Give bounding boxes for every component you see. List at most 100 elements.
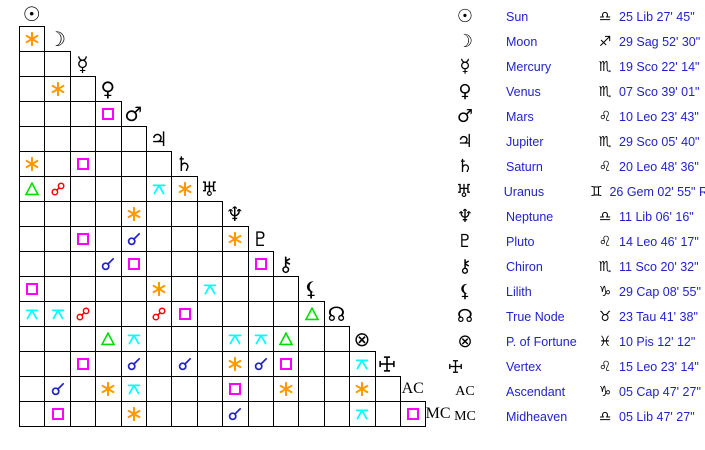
planet-glyph-vertex <box>375 351 400 376</box>
planet-name-lilith: Lilith <box>506 284 532 299</box>
vertex-icon <box>379 355 395 372</box>
aspect-cell-vertex-mercury <box>69 351 97 377</box>
square-icon <box>76 158 89 170</box>
planet-name-jupiter: Jupiter <box>506 134 544 149</box>
quincunx-icon <box>203 284 217 295</box>
conjunction-icon <box>127 232 140 246</box>
aspect-cell-jupiter-sun <box>19 126 46 152</box>
leo-sign-icon: ♌ <box>598 233 612 250</box>
planet-position-ascendant: 05 Cap 47' 27" <box>619 384 701 399</box>
aspect-cell-midheaven-mars <box>120 401 147 427</box>
planet-position-lilith: 29 Cap 08' 55" <box>619 284 701 299</box>
aspect-cell-lilith-chiron <box>273 276 300 302</box>
sextile-icon <box>127 407 141 421</box>
planet-name-moon: Moon <box>506 34 538 49</box>
sco-sign-icon: ♏ <box>598 83 612 100</box>
uranus-glyph-icon: ♅ <box>455 181 472 202</box>
square-icon <box>76 233 89 245</box>
jupiter-glyph-icon: ♃ <box>456 131 474 152</box>
planet-name-venus: Venus <box>506 84 541 99</box>
aspect-cell-ascendant-neptune <box>222 376 249 402</box>
planet-glyph-venus: ♀ <box>100 76 116 101</box>
legend-row-vertex: Vertex ♌ 15 Leo 23' 14" <box>448 354 705 379</box>
aspect-cell-pluto-mercury <box>69 226 97 252</box>
planet-name-vertex: Vertex <box>506 359 542 374</box>
aspect-cell-part-of-fortune-jupiter <box>146 326 173 352</box>
aspect-cell-midheaven-mercury <box>69 401 97 427</box>
mercury-glyph-icon: ☿ <box>459 56 471 77</box>
aspect-cell-true-node-neptune <box>222 301 249 327</box>
sextile-icon <box>228 232 242 246</box>
planet-glyph-saturn: ♄ <box>175 151 194 176</box>
planet-name-uranus: Uranus <box>503 184 545 199</box>
pis-sign-icon: ♓ <box>598 333 612 350</box>
planet-glyph-ascendant: AC <box>401 379 424 397</box>
planet-name-saturn: Saturn <box>506 159 543 174</box>
planet-glyph-moon: ☽ <box>48 26 67 51</box>
trine-icon <box>279 332 294 346</box>
sextile-icon <box>101 382 115 396</box>
aspect-cell-chiron-neptune <box>222 251 249 277</box>
aspect-cell-true-node-lilith <box>298 301 325 327</box>
sextile-icon <box>51 82 64 96</box>
legend-row-mercury: ☿ Mercury ♏ 19 Sco 22' 14" <box>448 54 705 79</box>
aspect-cell-saturn-sun <box>19 151 46 177</box>
aspect-cell-chiron-sun <box>19 251 46 277</box>
planet-position-mercury: 19 Sco 22' 14" <box>619 59 700 74</box>
planet-name-mercury: Mercury <box>506 59 552 74</box>
mars-glyph-icon: ♂ <box>456 106 474 127</box>
ascendant-glyph-icon: AC <box>455 384 475 399</box>
cap-sign-icon: ♑ <box>598 283 612 300</box>
planet-position-neptune: 11 Lib 06' 16" <box>619 209 694 224</box>
trine-icon <box>101 332 116 346</box>
chiron-glyph-icon: ⚷ <box>458 256 472 277</box>
aspect-cell-midheaven-part-of-fortune <box>349 401 376 427</box>
planet-position-pluto: 14 Leo 46' 17" <box>619 234 699 249</box>
aspect-cell-mars-mercury <box>69 101 97 127</box>
aspect-cell-neptune-uranus <box>196 201 224 227</box>
planet-position-jupiter: 29 Sco 05' 40" <box>619 134 700 149</box>
aspect-cell-true-node-saturn <box>171 301 198 327</box>
conjunction-icon <box>102 257 115 271</box>
sco-sign-icon: ♏ <box>598 58 612 75</box>
opposition-icon <box>51 182 65 196</box>
planet-name-chiron: Chiron <box>506 259 543 274</box>
aspect-cell-ascendant-vertex <box>374 376 401 402</box>
lib-sign-icon: ♎ <box>598 208 612 225</box>
legend-row-sun: ☉ Sun ♎ 25 Lib 27' 45" <box>448 4 705 29</box>
aspect-cell-pluto-mars <box>120 226 147 252</box>
conjunction-icon <box>127 357 140 371</box>
planet-name-part-of-fortune: P. of Fortune <box>506 334 577 349</box>
quincunx-icon <box>25 309 39 320</box>
planet-name-neptune: Neptune <box>506 209 554 224</box>
conjunction-icon <box>51 382 64 396</box>
aspect-cell-true-node-jupiter <box>146 301 173 327</box>
conjunction-icon <box>254 357 267 371</box>
aspect-cell-vertex-part-of-fortune <box>349 351 376 377</box>
lilith-glyph-icon: ⚸ <box>458 281 472 302</box>
aspect-cell-part-of-fortune-lilith <box>298 326 325 352</box>
aspect-cell-part-of-fortune-venus <box>95 326 122 352</box>
legend-row-saturn: ♄ Saturn ♌ 20 Leo 48' 36" <box>448 154 705 179</box>
square-icon <box>76 358 89 370</box>
aspect-cell-midheaven-moon <box>44 401 71 427</box>
pluto-glyph-icon: ♇ <box>456 231 474 252</box>
sextile-icon <box>279 382 293 396</box>
planet-glyph-uranus: ♅ <box>200 176 219 201</box>
quincunx-icon <box>254 334 268 345</box>
planet-position-true-node: 23 Tau 41' 38" <box>619 309 698 324</box>
leo-sign-icon: ♌ <box>598 158 612 175</box>
square-icon <box>280 358 293 370</box>
aspect-cell-chiron-moon <box>44 251 71 277</box>
lib-sign-icon: ♎ <box>598 8 612 25</box>
aspect-cell-midheaven-pluto <box>247 401 274 427</box>
planet-position-uranus: 26 Gem 02' 55" R <box>609 184 705 199</box>
aspect-cell-ascendant-saturn <box>171 376 198 402</box>
aspect-cell-mercury-sun <box>19 51 46 77</box>
part-of-fortune-glyph-icon: ⊗ <box>457 331 473 352</box>
square-icon <box>229 383 242 395</box>
legend-row-part-of-fortune: ⊗ P. of Fortune ♓ 10 Pis 12' 12" <box>448 329 705 354</box>
trine-icon <box>25 182 40 196</box>
true-node-glyph-icon: ☊ <box>457 306 473 327</box>
